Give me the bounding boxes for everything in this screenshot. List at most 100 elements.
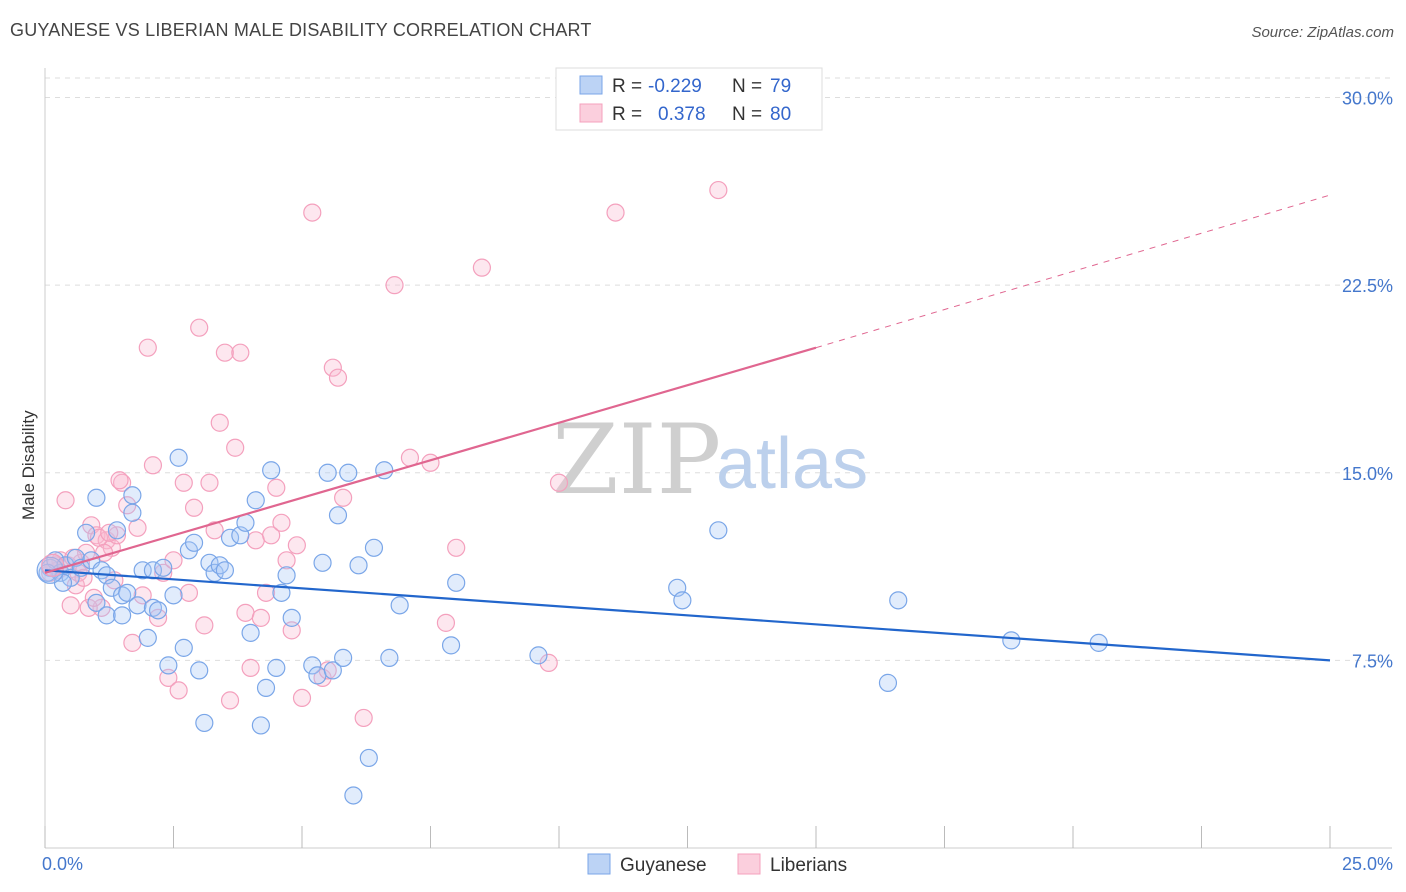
point-guyanese xyxy=(303,656,322,675)
point-liberians xyxy=(210,413,229,432)
legend-swatch-liberians xyxy=(579,103,603,123)
x-tick-label-max: 25.0% xyxy=(1342,854,1393,874)
point-liberians xyxy=(190,318,209,337)
point-liberians xyxy=(472,258,491,277)
point-liberians xyxy=(200,473,219,492)
point-liberians xyxy=(267,478,286,497)
point-liberians xyxy=(272,513,291,532)
bottom-legend-label-liberians: Liberians xyxy=(770,855,847,876)
point-liberians xyxy=(334,488,353,507)
y-tick-label: 15.0% xyxy=(1342,464,1393,484)
point-liberians xyxy=(287,536,306,555)
point-liberians xyxy=(226,438,245,457)
point-liberians xyxy=(133,586,152,605)
point-liberians xyxy=(709,180,728,200)
point-guyanese xyxy=(112,586,132,605)
point-guyanese xyxy=(241,623,260,642)
point-liberians xyxy=(174,473,193,492)
point-guyanese xyxy=(123,486,142,505)
point-liberians xyxy=(539,653,558,672)
legend-r-value-guyanese: -0.229 xyxy=(648,76,702,97)
watermark: ZIP atlas xyxy=(552,404,868,516)
point-guyanese xyxy=(447,573,466,592)
point-guyanese xyxy=(359,748,378,768)
point-guyanese xyxy=(190,661,209,680)
point-guyanese xyxy=(308,666,327,685)
point-guyanese xyxy=(174,638,193,657)
point-guyanese xyxy=(318,463,337,482)
point-liberians xyxy=(110,471,129,490)
point-guyanese xyxy=(390,596,409,615)
point-liberians xyxy=(236,603,255,622)
point-liberians xyxy=(143,456,163,475)
legend-swatch-guyanese xyxy=(579,75,603,95)
point-guyanese xyxy=(123,503,142,522)
point-liberians xyxy=(385,276,404,295)
point-guyanese xyxy=(328,506,348,525)
point-guyanese xyxy=(277,566,296,585)
point-guyanese xyxy=(87,488,106,507)
point-guyanese xyxy=(159,656,178,675)
legend: R = -0.229 N = 79 R = 0.378 N = 80 xyxy=(555,67,823,131)
point-guyanese xyxy=(364,538,384,557)
legend-n-label-liberians: N = xyxy=(732,104,762,125)
point-liberians xyxy=(112,473,132,492)
point-liberians xyxy=(205,521,224,540)
point-guyanese xyxy=(133,561,152,580)
point-guyanese xyxy=(215,561,234,580)
point-liberians xyxy=(262,526,281,545)
point-liberians xyxy=(323,358,342,377)
point-guyanese xyxy=(143,598,163,617)
point-guyanese xyxy=(267,658,286,677)
point-guyanese xyxy=(154,558,173,577)
x-tick-label-min: 0.0% xyxy=(42,854,83,874)
legend-r-label-guyanese: R = xyxy=(612,76,642,97)
point-guyanese xyxy=(128,596,147,615)
legend-n-value-liberians: 80 xyxy=(770,104,791,125)
point-liberians xyxy=(41,553,65,577)
point-guyanese xyxy=(107,521,127,540)
point-liberians xyxy=(84,588,103,607)
point-liberians xyxy=(231,343,250,362)
point-guyanese xyxy=(112,606,132,625)
point-liberians xyxy=(195,616,214,635)
point-guyanese xyxy=(380,648,399,667)
point-guyanese xyxy=(529,646,548,665)
point-guyanese xyxy=(339,463,358,482)
point-guyanese xyxy=(349,556,368,575)
point-liberians xyxy=(549,473,569,492)
legend-n-value-guyanese: 79 xyxy=(770,76,791,97)
point-liberians xyxy=(256,583,276,602)
point-guyanese xyxy=(164,586,183,605)
point-liberians xyxy=(328,368,348,387)
point-liberians xyxy=(184,498,204,517)
point-liberians xyxy=(447,538,466,557)
y-tick-label: 22.5% xyxy=(1342,276,1393,296)
point-liberians xyxy=(179,583,199,602)
point-guyanese xyxy=(195,713,214,733)
legend-n-label-guyanese: N = xyxy=(732,76,762,97)
tick-labels: 7.5% 15.0% 22.5% 30.0% 0.0% 25.0% xyxy=(42,89,1393,874)
y-tick-label: 30.0% xyxy=(1342,89,1393,109)
point-guyanese xyxy=(878,673,898,692)
point-guyanese xyxy=(709,521,728,540)
point-guyanese xyxy=(251,716,270,735)
point-liberians xyxy=(148,608,168,627)
point-liberians xyxy=(56,491,75,510)
point-guyanese xyxy=(138,628,157,647)
source-credit: Source: ZipAtlas.com xyxy=(1251,24,1394,41)
point-guyanese xyxy=(184,533,204,552)
legend-r-value-liberians: 0.378 xyxy=(658,104,706,125)
point-liberians xyxy=(251,608,270,627)
y-tick-label: 7.5% xyxy=(1352,651,1393,671)
bottom-legend-swatch-liberians xyxy=(737,853,761,875)
point-guyanese xyxy=(97,606,116,625)
y-axis-label: Male Disability xyxy=(19,410,38,520)
legend-r-label-liberians: R = xyxy=(612,104,642,125)
point-guyanese xyxy=(673,591,692,610)
point-liberians xyxy=(138,338,157,357)
point-liberians xyxy=(246,531,265,550)
point-liberians xyxy=(292,688,312,708)
point-guyanese xyxy=(323,661,342,680)
watermark-atlas: atlas xyxy=(716,424,868,504)
